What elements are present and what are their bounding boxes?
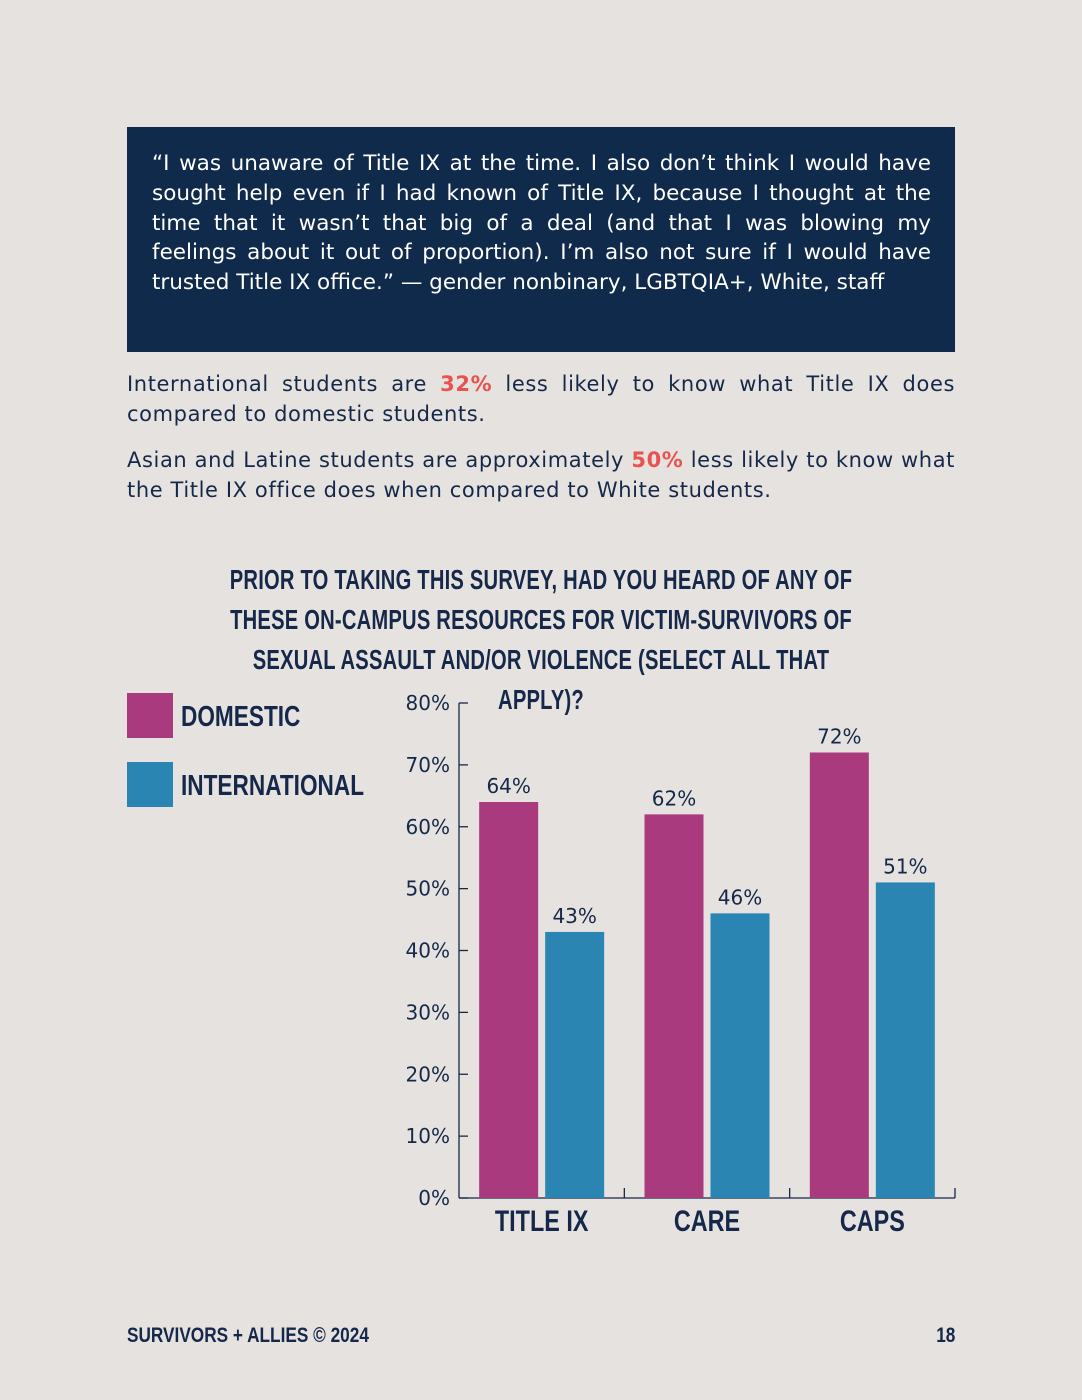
highlight-stat: 50% xyxy=(631,448,684,472)
y-tick-label: 0% xyxy=(418,1186,450,1210)
chart-title: PRIOR TO TAKING THIS SURVEY, HAD YOU HEA… xyxy=(229,564,853,715)
bar-domestic-care xyxy=(644,814,704,1198)
x-tick-label: CAPS xyxy=(840,1204,905,1237)
quote-text: “I was unaware of Title IX at the time. … xyxy=(152,151,931,296)
data-label: 72% xyxy=(817,725,861,749)
data-label: 46% xyxy=(718,885,762,909)
legend-label-international: INTERNATIONAL xyxy=(181,770,365,802)
quote-box: “I was unaware of Title IX at the time. … xyxy=(127,127,955,352)
legend-swatch-domestic xyxy=(127,693,173,738)
paragraph-international: International students are 32% less like… xyxy=(127,370,955,429)
y-tick-label: 30% xyxy=(406,1000,450,1024)
highlight-stat: 32% xyxy=(440,372,493,396)
y-tick-label: 10% xyxy=(406,1124,450,1148)
bar-international-caps xyxy=(875,882,935,1198)
bar-domestic-title-ix xyxy=(479,802,539,1198)
y-tick-label: 50% xyxy=(406,877,450,901)
paragraph-text: International students are xyxy=(127,372,441,396)
y-tick-label: 80% xyxy=(406,691,450,715)
y-tick-label: 70% xyxy=(406,753,450,777)
data-label: 43% xyxy=(552,904,596,928)
y-tick-label: 40% xyxy=(406,939,450,963)
paragraph-text: less likely to know what Title IX does c… xyxy=(127,372,955,426)
paragraph-asian-latine: Asian and Latine students are approximat… xyxy=(127,446,955,505)
paragraph-text: less likely to know what the Title IX of… xyxy=(127,448,955,502)
y-tick-label: 60% xyxy=(406,815,450,839)
legend-swatch-international xyxy=(127,762,173,807)
bar-international-title-ix xyxy=(545,931,605,1198)
paragraph-text: Asian and Latine students are approximat… xyxy=(127,448,632,472)
y-tick-label: 20% xyxy=(406,1062,450,1086)
bar-international-care xyxy=(710,913,770,1198)
page-number: 18 xyxy=(935,1324,955,1347)
bar-domestic-caps xyxy=(809,752,869,1198)
data-label: 62% xyxy=(652,786,696,810)
footer-copyright: SURVIVORS + ALLIES © 2024 xyxy=(127,1324,369,1347)
data-label: 51% xyxy=(883,854,927,878)
x-tick-label: CARE xyxy=(674,1204,740,1237)
legend-label-domestic: DOMESTIC xyxy=(181,701,301,733)
data-label: 64% xyxy=(486,774,530,798)
x-tick-label: TITLE IX xyxy=(495,1204,589,1237)
